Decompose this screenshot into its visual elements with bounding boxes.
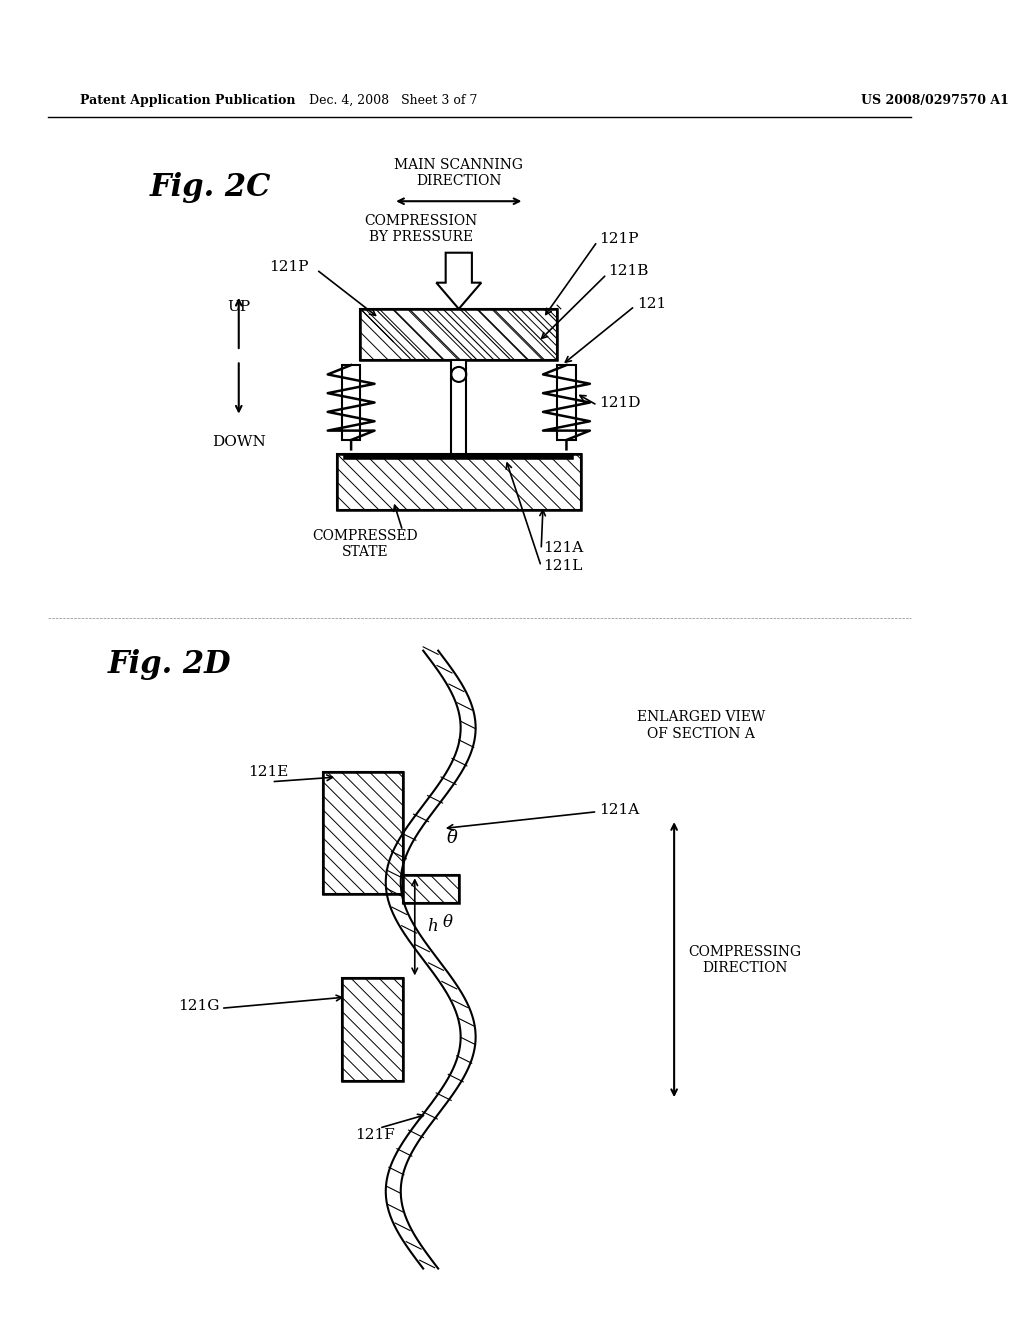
Text: MAIN SCANNING
DIRECTION: MAIN SCANNING DIRECTION — [394, 158, 523, 189]
Text: 121D: 121D — [599, 396, 641, 409]
Text: h: h — [427, 919, 437, 936]
Bar — [557, 366, 575, 440]
Bar — [337, 454, 581, 511]
Bar — [342, 978, 402, 1081]
Text: 121L: 121L — [543, 560, 583, 573]
Text: 121E: 121E — [248, 766, 289, 779]
Text: COMPRESSION
BY PRESSURE: COMPRESSION BY PRESSURE — [365, 214, 478, 244]
FancyArrow shape — [436, 252, 481, 309]
Text: θ: θ — [442, 913, 453, 931]
Bar — [360, 309, 557, 360]
Text: 121P: 121P — [269, 260, 309, 273]
Text: 121B: 121B — [608, 264, 649, 279]
Text: 121A: 121A — [543, 541, 584, 554]
Text: Patent Application Publication: Patent Application Publication — [80, 94, 295, 107]
Text: DOWN: DOWN — [212, 436, 265, 449]
Bar — [342, 978, 402, 1081]
Text: Dec. 4, 2008   Sheet 3 of 7: Dec. 4, 2008 Sheet 3 of 7 — [309, 94, 477, 107]
Bar — [360, 309, 557, 360]
Text: Fig. 2C: Fig. 2C — [150, 172, 271, 203]
Bar — [337, 454, 581, 511]
Bar — [323, 772, 402, 894]
Text: UP: UP — [227, 300, 250, 314]
Text: US 2008/0297570 A1: US 2008/0297570 A1 — [861, 94, 1010, 107]
Text: θ: θ — [446, 829, 458, 847]
Bar — [342, 366, 360, 440]
Bar — [323, 772, 402, 894]
Text: 121F: 121F — [354, 1129, 394, 1142]
Text: 121P: 121P — [599, 232, 639, 246]
Text: ENLARGED VIEW
OF SECTION A: ENLARGED VIEW OF SECTION A — [637, 710, 765, 741]
Text: 121A: 121A — [599, 803, 639, 817]
Bar — [402, 875, 459, 903]
Bar — [402, 875, 459, 903]
Text: COMPRESSING
DIRECTION: COMPRESSING DIRECTION — [688, 945, 802, 974]
Text: COMPRESSED
STATE: COMPRESSED STATE — [312, 529, 418, 560]
Text: 121G: 121G — [178, 999, 220, 1014]
Text: Fig. 2D: Fig. 2D — [108, 649, 231, 680]
Text: 121: 121 — [637, 297, 666, 312]
Bar — [452, 360, 466, 463]
